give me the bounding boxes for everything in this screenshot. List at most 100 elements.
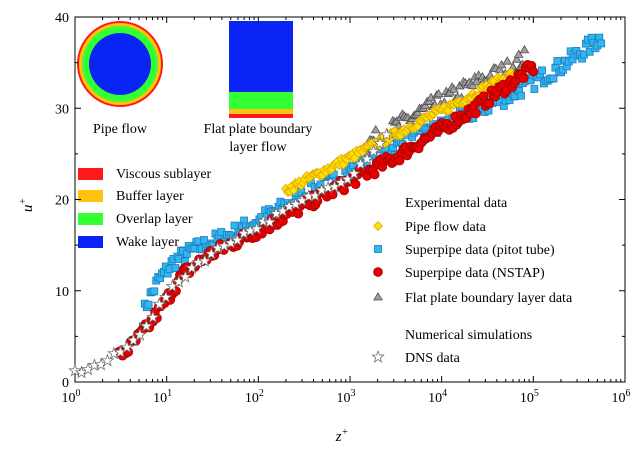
axis-ticks: 100 101 102 103 104 105 106 0 10 20 30 40 [55,11,631,406]
x-tick-label: 104 [428,388,447,406]
data-point [360,151,374,165]
data-point [471,108,481,119]
data-point [133,327,147,341]
legend-label-pitot: Superpipe data (pitot tube) [405,243,555,258]
legend-group-numerical: Numerical simulations [405,328,532,343]
data-point [393,121,404,130]
layer-label-buffer: Buffer layer [116,189,184,204]
plate-overlap-layer [229,92,293,109]
legend-label-nstap: Superpipe data (NSTAP) [405,266,545,281]
data-point [502,56,513,65]
data-point [519,44,530,54]
data-point [158,290,173,304]
legend-marker-diamond [373,221,383,231]
plate-viscous-layer [229,114,293,118]
data-point [249,221,264,235]
data-point [511,54,522,63]
data-point [433,88,444,98]
layer-swatch-viscous [78,168,103,180]
data-point [198,253,212,267]
data-point [373,136,387,150]
series-diamond [280,67,518,198]
data-point [553,57,562,65]
data-point [150,287,159,296]
data-point [379,127,394,141]
data-point [394,155,405,166]
data-point [484,98,495,109]
data-point [230,221,239,230]
layer-swatch-wake [78,236,103,248]
legend-marker-star [371,349,385,363]
x-tick-label: 106 [612,388,631,406]
x-axis-label: z+ [335,427,349,445]
data-point [350,179,361,190]
y-tick-label: 40 [55,11,69,26]
plate-flow-label-line1: Flat plate boundary [204,122,313,137]
plate-buffer-layer [229,109,293,114]
data-points [68,33,606,379]
x-tick-label: 101 [153,388,172,406]
legend-label-pipe: Pipe flow data [405,220,487,235]
legend-label-dns: DNS data [405,351,461,366]
inset-pipe-diagram [77,21,163,107]
legend-marker-triangle [373,292,383,301]
data-point [471,76,482,86]
data-point [513,49,524,58]
legend-marker-square [374,245,382,253]
plate-wake-layer [229,21,293,92]
y-tick-label: 30 [55,102,69,117]
layer-key: Viscous sublayer Buffer layer Overlap la… [78,167,212,250]
data-point [347,166,361,180]
data-point [152,297,167,311]
plate-flow-label-line2: layer flow [229,140,287,155]
data-point [100,353,115,367]
data-point [530,85,539,93]
legend-markers [371,221,385,363]
data-point [120,340,134,354]
series-star [68,127,394,379]
y-tick-label: 0 [62,376,69,391]
data-point [369,169,380,180]
data-point [288,185,299,196]
y-tick-label: 10 [55,285,69,300]
data-point [366,144,381,158]
pipe-core-wake [89,33,151,95]
data-point [538,66,546,75]
data-point [597,39,606,48]
data-point [200,236,208,244]
data-point [146,310,160,324]
data-point [517,91,525,100]
data-point [518,73,529,84]
inset-plate-diagram [229,21,293,118]
data-point [171,264,180,272]
data-point [178,269,193,283]
legend-marker-circle [373,267,383,277]
data-point [549,74,558,83]
data-point [68,363,82,377]
data-point [144,300,153,309]
x-tick-label: 100 [62,388,81,406]
x-tick-label: 103 [337,388,356,406]
layer-swatch-buffer [78,190,103,202]
x-tick-label: 102 [245,388,264,406]
layer-swatch-overlap [78,213,103,225]
data-point [139,318,154,332]
legend-label-flatplate: Flat plate boundary layer data [405,291,573,306]
layer-label-viscous: Viscous sublayer [116,167,212,182]
data-point [230,233,244,247]
data-point [528,66,539,77]
y-tick-label: 20 [55,194,69,209]
x-tick-label: 105 [520,388,539,406]
legend-group-experimental: Experimental data [405,196,508,211]
data-point [494,64,505,73]
data-point [262,215,277,229]
data-point [256,214,270,228]
data-point [370,124,381,134]
layer-label-overlap: Overlap layer [116,212,193,227]
pipe-flow-label: Pipe flow [93,122,148,137]
y-axis-label: u+ [18,198,36,212]
layer-label-wake: Wake layer [116,235,179,250]
legend: Experimental data Pipe flow data Superpi… [371,196,573,366]
